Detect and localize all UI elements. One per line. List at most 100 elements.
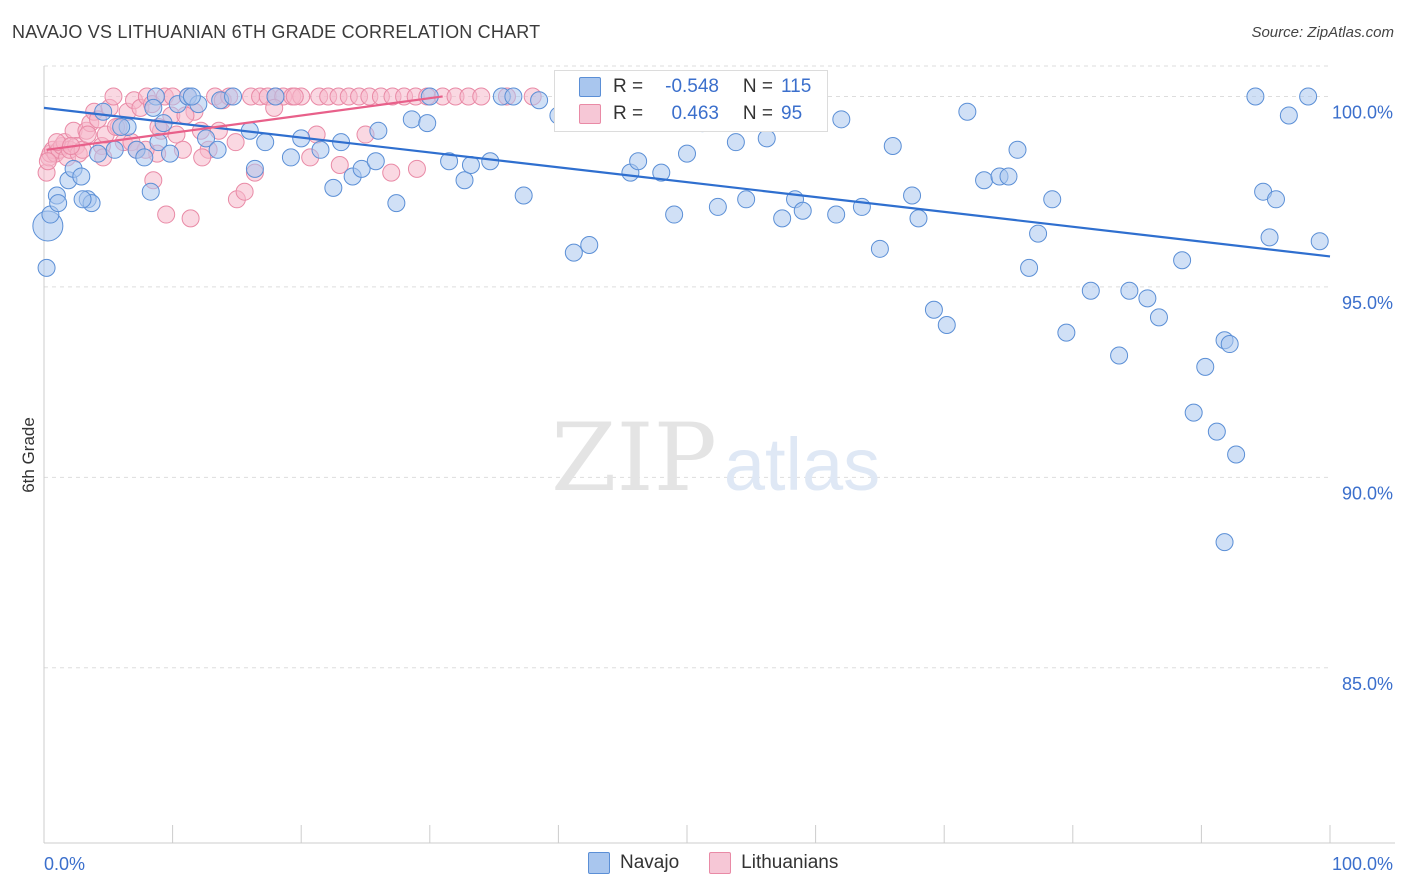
- navajo-point: [999, 167, 1018, 186]
- navajo-point: [773, 209, 792, 228]
- navajo-point: [975, 171, 994, 190]
- navajo-point: [903, 186, 922, 205]
- navajo-point: [629, 152, 648, 171]
- watermark: ZIP atlas: [551, 404, 880, 513]
- lithuanians-r-label: R =: [613, 103, 644, 124]
- navajo-point: [1081, 281, 1100, 300]
- navajo-point: [870, 239, 889, 258]
- legend-navajo-label[interactable]: Navajo: [620, 852, 680, 873]
- navajo-point: [1184, 403, 1203, 422]
- navajo-point: [678, 144, 696, 163]
- watermark-atlas: atlas: [724, 423, 880, 506]
- lithuanians-trend-line: [46, 95, 443, 151]
- navajo-r-label: R =: [613, 76, 644, 97]
- navajo-point: [266, 87, 285, 106]
- navajo-point: [580, 236, 599, 255]
- navajo-point: [530, 91, 549, 110]
- navajo-trend-line: [43, 106, 1331, 258]
- navajo-point: [455, 171, 474, 190]
- lithuanians-point: [157, 205, 176, 224]
- navajo-point: [94, 102, 113, 121]
- navajo-point: [369, 121, 388, 140]
- navajo-point: [827, 205, 846, 224]
- navajo-point: [1173, 251, 1192, 270]
- navajo-point: [418, 114, 437, 133]
- navajo-point: [1266, 190, 1285, 209]
- navajo-point: [1057, 323, 1076, 342]
- navajo-point: [909, 209, 928, 228]
- navajo-point: [37, 258, 56, 277]
- navajo-point: [208, 140, 227, 159]
- navajo-point: [514, 186, 533, 205]
- navajo-point: [73, 190, 92, 209]
- navajo-point: [256, 133, 275, 152]
- navajo-point: [144, 98, 163, 117]
- navajo-point: [1215, 533, 1234, 552]
- lithuanians-point: [104, 87, 123, 106]
- navajo-point: [1279, 106, 1298, 125]
- lithuanians-n-label: N =: [742, 103, 773, 124]
- navajo-point: [1029, 224, 1048, 243]
- navajo-point: [366, 152, 385, 171]
- y-tick-label: 100.0%: [1332, 102, 1393, 122]
- navajo-point: [112, 117, 131, 136]
- navajo-point: [49, 194, 68, 213]
- navajo-point: [958, 102, 977, 121]
- navajo-n-value: 115: [781, 76, 812, 97]
- navajo-point: [1260, 228, 1279, 247]
- lithuanians-point: [226, 133, 245, 152]
- navajo-point: [1310, 232, 1329, 251]
- lithuanians-point: [472, 87, 491, 106]
- navajo-point: [182, 87, 201, 106]
- source-label: Source: ZipAtlas.com: [1251, 24, 1394, 41]
- lithuanians-point: [382, 163, 401, 182]
- legend-navajo-swatch[interactable]: [588, 852, 610, 874]
- navajo-point: [665, 205, 684, 224]
- navajo-point: [793, 201, 812, 220]
- chart-title: NAVAJO VS LITHUANIAN 6TH GRADE CORRELATI…: [12, 22, 541, 42]
- navajo-point: [937, 316, 956, 334]
- y-tick-label: 95.0%: [1342, 293, 1393, 313]
- lithuanians-point: [330, 156, 349, 175]
- navajo-point: [924, 300, 943, 319]
- navajo-point: [1043, 190, 1062, 209]
- trend-lines: [43, 95, 1331, 258]
- navajo-points: [32, 87, 1329, 552]
- navajo-point: [757, 129, 776, 148]
- legend-row-navajo: R = -0.548 N = 115: [579, 75, 811, 99]
- navajo-r-value: -0.548: [665, 76, 719, 97]
- navajo-point: [224, 87, 243, 106]
- navajo-point: [1020, 258, 1039, 277]
- legend-lithuanians-label[interactable]: Lithuanians: [741, 852, 839, 873]
- x-tick-label-min: 0.0%: [44, 854, 85, 874]
- navajo-point: [89, 144, 108, 163]
- navajo-point: [352, 159, 371, 178]
- lithuanians-swatch: [579, 104, 601, 124]
- y-tick-label: 90.0%: [1342, 483, 1393, 503]
- navajo-point: [105, 140, 124, 159]
- navajo-point: [832, 110, 851, 129]
- navajo-point: [1149, 308, 1168, 327]
- lithuanians-point: [235, 182, 254, 201]
- navajo-point: [504, 87, 523, 106]
- y-axis-label: 6th Grade: [19, 417, 38, 493]
- navajo-point: [141, 182, 160, 201]
- lithuanians-point: [181, 209, 200, 228]
- navajo-point: [652, 163, 671, 182]
- navajo-point: [708, 197, 727, 216]
- navajo-point: [1227, 445, 1246, 464]
- navajo-point: [197, 129, 216, 148]
- legend-lithuanians-swatch[interactable]: [709, 852, 732, 874]
- axes: 85.0% 90.0% 95.0% 100.0% 0.0% 100.0%: [43, 66, 1395, 874]
- lithuanians-n-value: 95: [781, 103, 803, 124]
- navajo-point: [737, 190, 756, 209]
- navajo-point: [1207, 422, 1226, 441]
- navajo-point: [245, 159, 264, 178]
- navajo-point: [1138, 289, 1157, 308]
- navajo-point: [1220, 335, 1239, 354]
- navajo-point: [387, 194, 406, 213]
- x-tick-label-max: 100.0%: [1332, 854, 1393, 874]
- navajo-point: [324, 178, 343, 197]
- series-legend: Navajo Lithuanians: [588, 852, 838, 874]
